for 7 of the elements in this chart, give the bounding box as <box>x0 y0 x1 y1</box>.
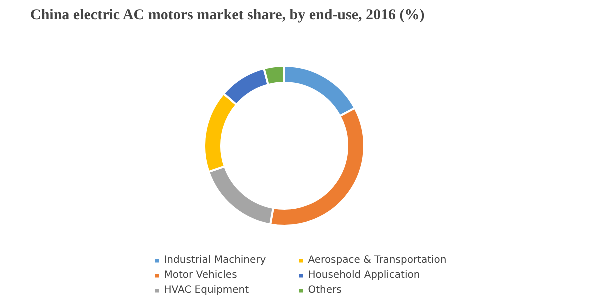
legend-label: Industrial Machinery <box>164 254 268 266</box>
legend-label: Others <box>308 284 343 296</box>
legend-label: Household Application <box>308 269 422 281</box>
chart-title: China electric AC motors market share, by end-use, 2016 (%) <box>30 8 425 24</box>
legend-label: Aerospace & Transportation <box>308 254 447 266</box>
legend-label: Motor Vehicles <box>164 269 238 281</box>
legend-label: HVAC Equipment <box>164 284 250 296</box>
